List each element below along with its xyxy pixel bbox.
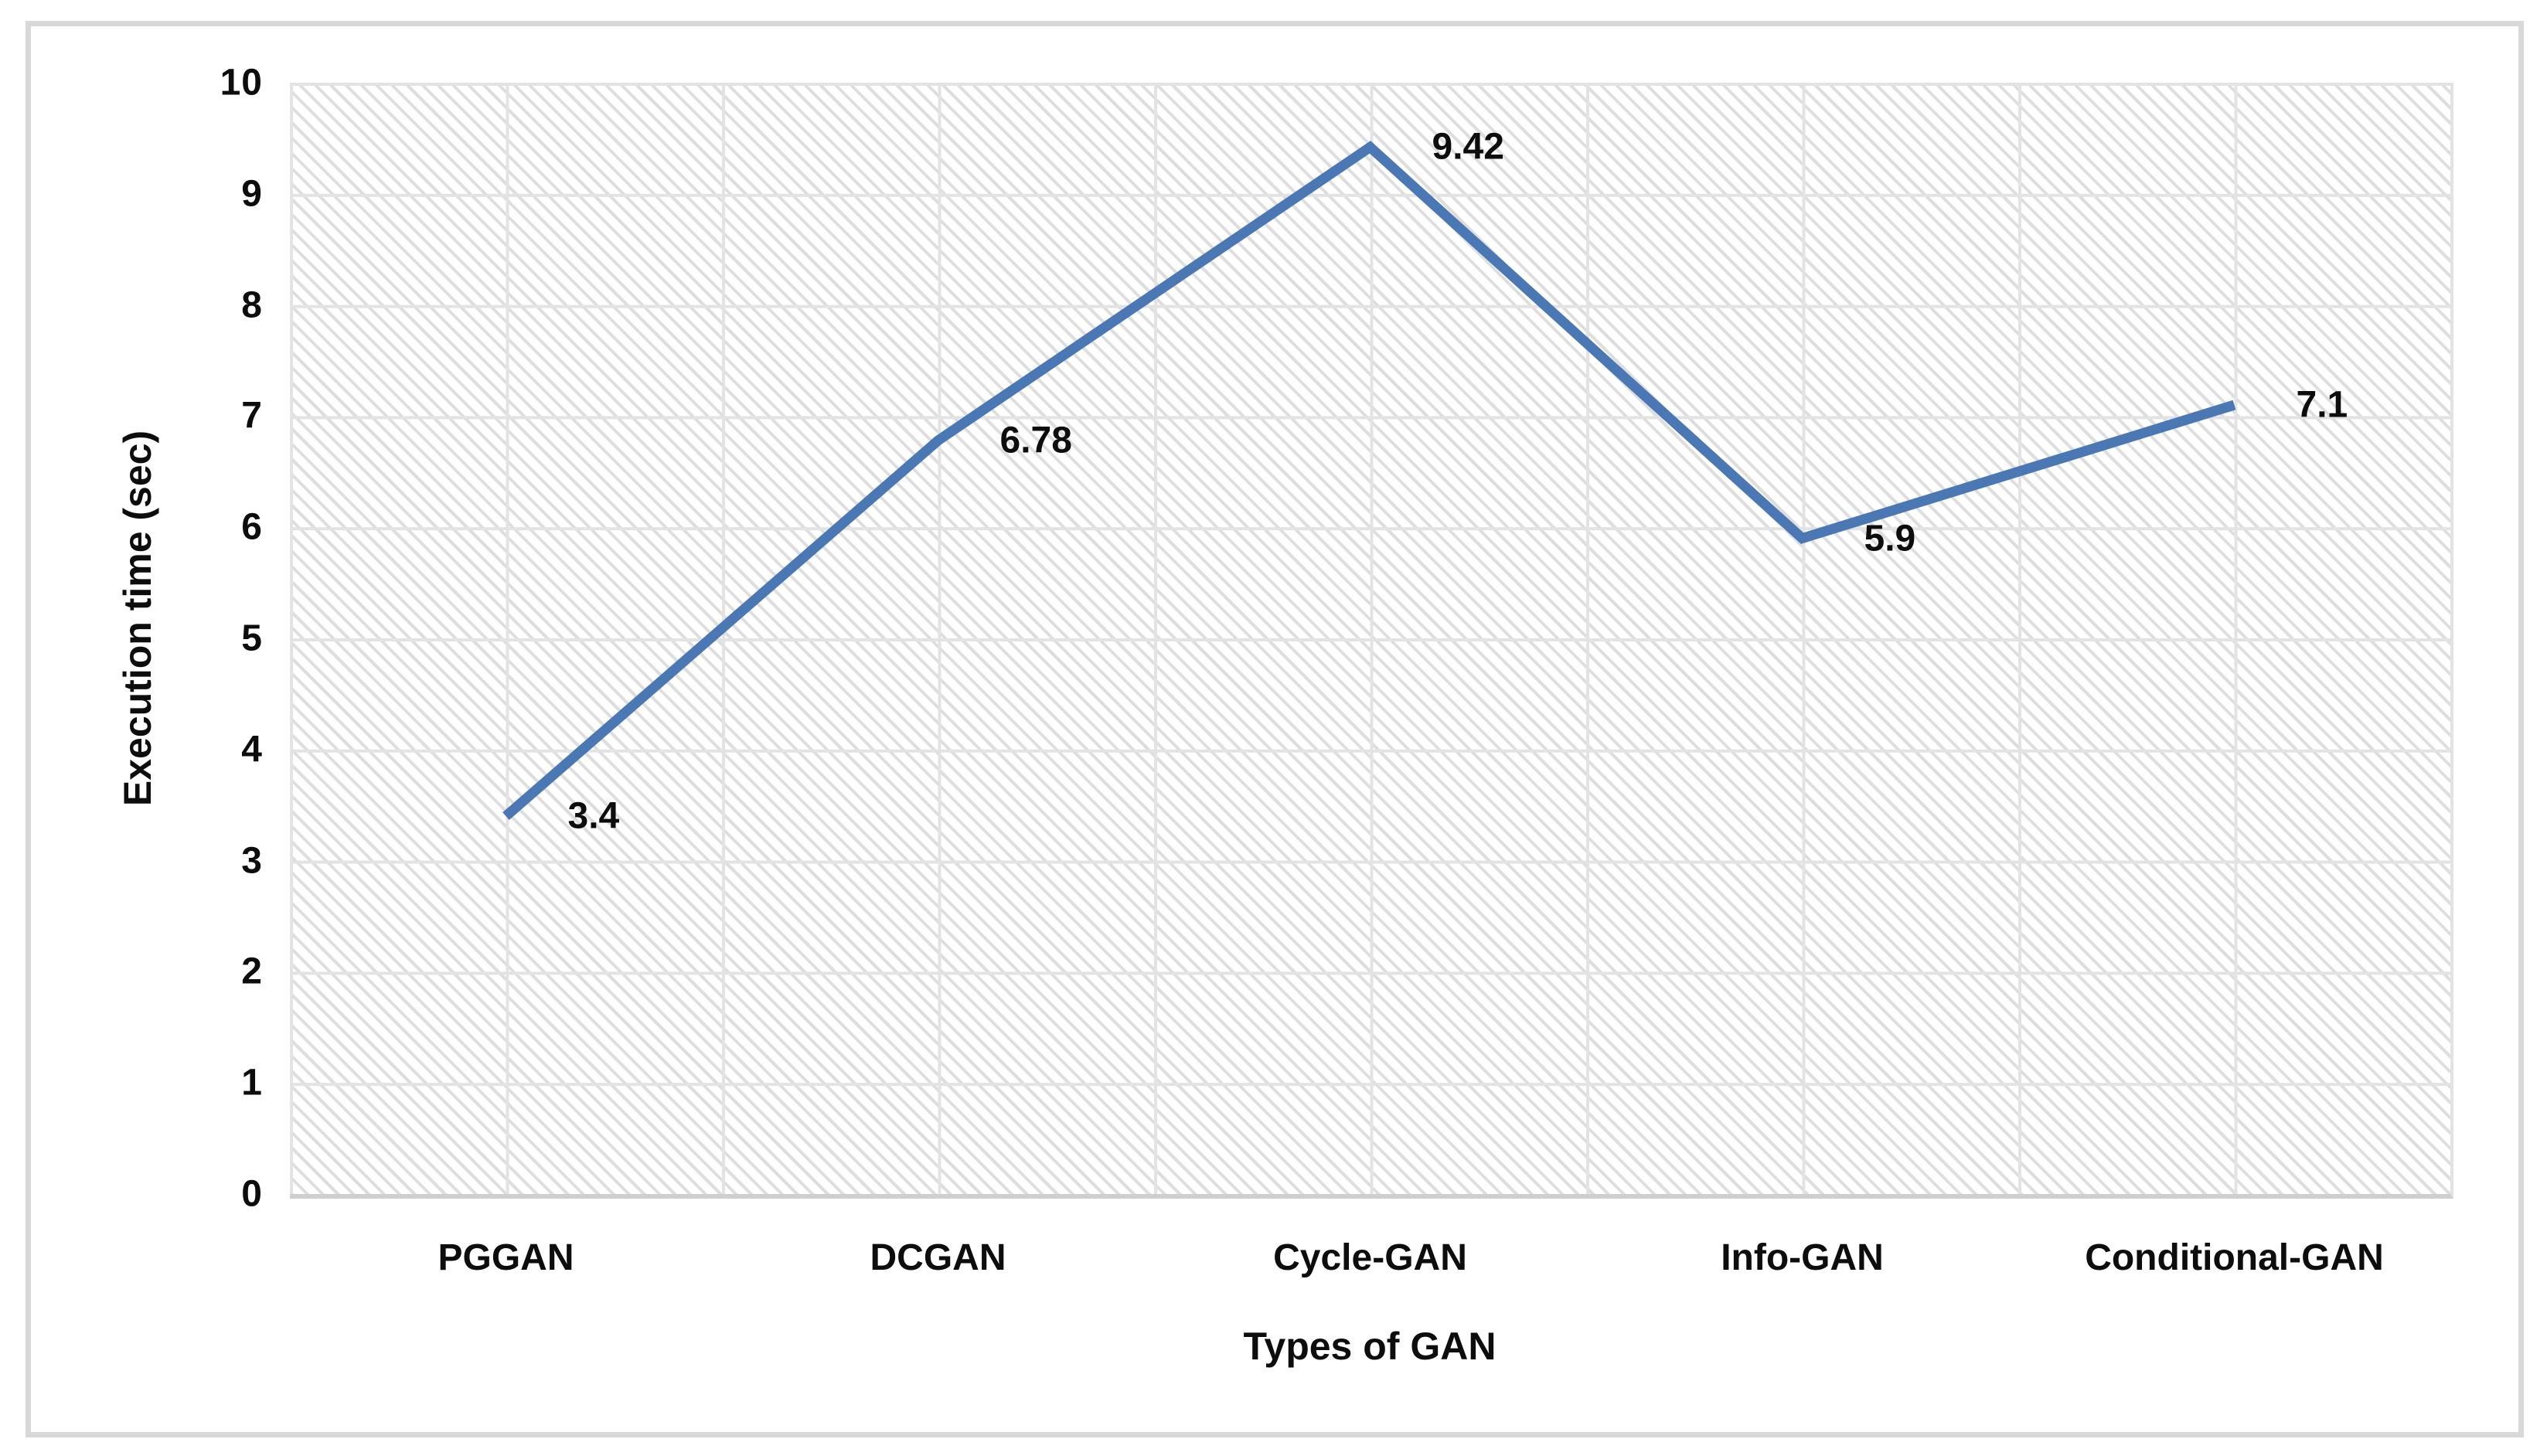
category-label: Cycle-GAN: [1273, 1237, 1467, 1278]
data-label: 6.78: [999, 420, 1072, 461]
y-tick-label: 8: [241, 284, 263, 326]
y-tick-label: 3: [241, 840, 263, 882]
x-axis-title: Types of GAN: [1243, 1325, 1497, 1368]
y-tick-label: 9: [241, 173, 263, 215]
y-tick-label: 10: [220, 62, 263, 104]
y-tick-label: 6: [241, 506, 263, 548]
data-label: 7.1: [2296, 384, 2348, 426]
data-label: 5.9: [1864, 518, 1916, 560]
category-label: Conditional-GAN: [2085, 1237, 2384, 1278]
y-tick-label: 5: [241, 617, 263, 659]
category-label: PGGAN: [438, 1237, 574, 1278]
y-tick-label: 1: [241, 1062, 263, 1104]
category-label: Info-GAN: [1721, 1237, 1884, 1278]
series-line: [502, 141, 2236, 820]
y-tick-label: 7: [241, 395, 263, 437]
category-label: DCGAN: [870, 1237, 1006, 1278]
y-tick-label: 2: [241, 951, 263, 992]
y-tick-label: 4: [241, 729, 263, 771]
y-tick-label: 0: [241, 1173, 263, 1215]
y-axis-title: Execution time (sec): [116, 430, 159, 807]
data-label: 3.4: [567, 795, 620, 837]
data-label: 9.42: [1432, 126, 1504, 168]
plot-area: [290, 83, 2453, 1199]
